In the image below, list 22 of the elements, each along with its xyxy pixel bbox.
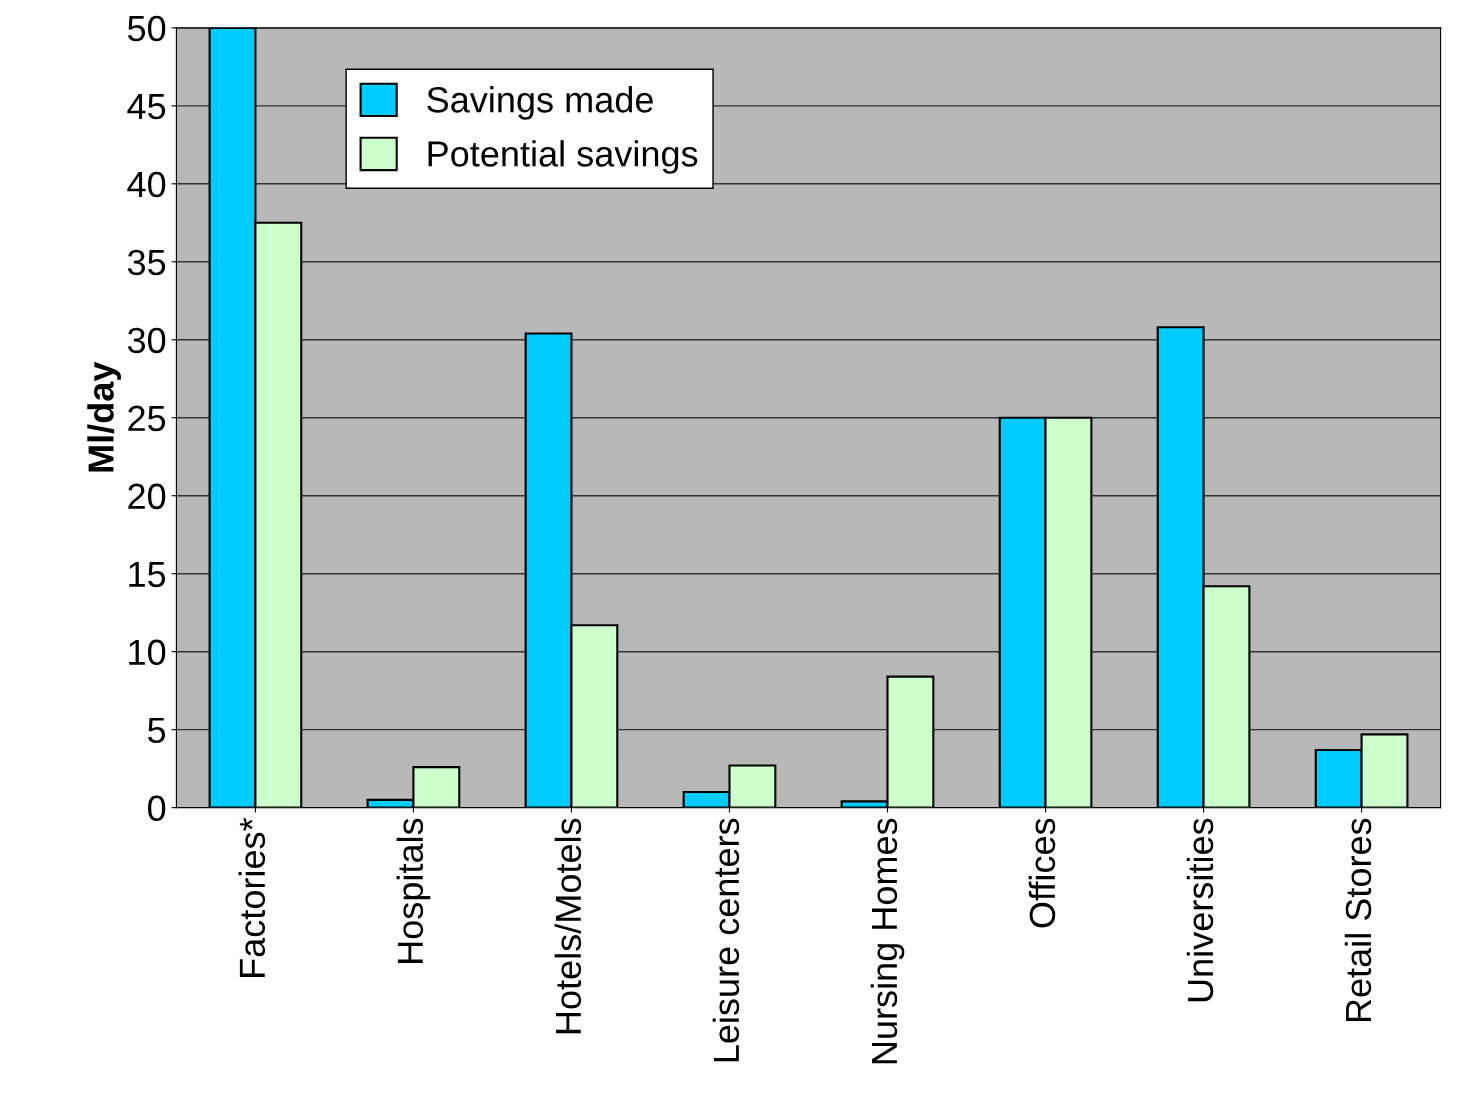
y-tick-label: 30 [127, 327, 166, 354]
legend-label: Savings made [427, 86, 653, 120]
y-tick-label: 40 [127, 171, 166, 198]
y-axis-title: Ml/day [87, 361, 121, 472]
legend-label: Potential savings [428, 140, 698, 174]
x-tick-label: Hospitals [396, 818, 431, 963]
x-tick-label: Factories* [238, 817, 266, 977]
x-tick-label: Retail Stores [1344, 818, 1372, 1022]
y-tick-label: 20 [128, 483, 166, 510]
x-tick-label: Universities [1186, 818, 1214, 1002]
x-tick-label: Hotels/Motels [554, 818, 582, 1034]
y-tick-label: 10 [129, 639, 166, 666]
y-tick-label: 35 [127, 249, 166, 276]
y-tick-label: 25 [128, 405, 166, 432]
y-tick-label: 5 [148, 717, 166, 744]
y-tick-label: 50 [127, 15, 166, 42]
y-tick-label: 15 [129, 561, 166, 588]
y-tick-label: 0 [148, 795, 166, 822]
x-tick-label: Leisure centers [712, 818, 740, 1062]
y-tick-label: 45 [127, 94, 166, 120]
x-tick-label: Nursing Homes [870, 818, 905, 1064]
x-tick-label: Offices [1028, 818, 1056, 928]
